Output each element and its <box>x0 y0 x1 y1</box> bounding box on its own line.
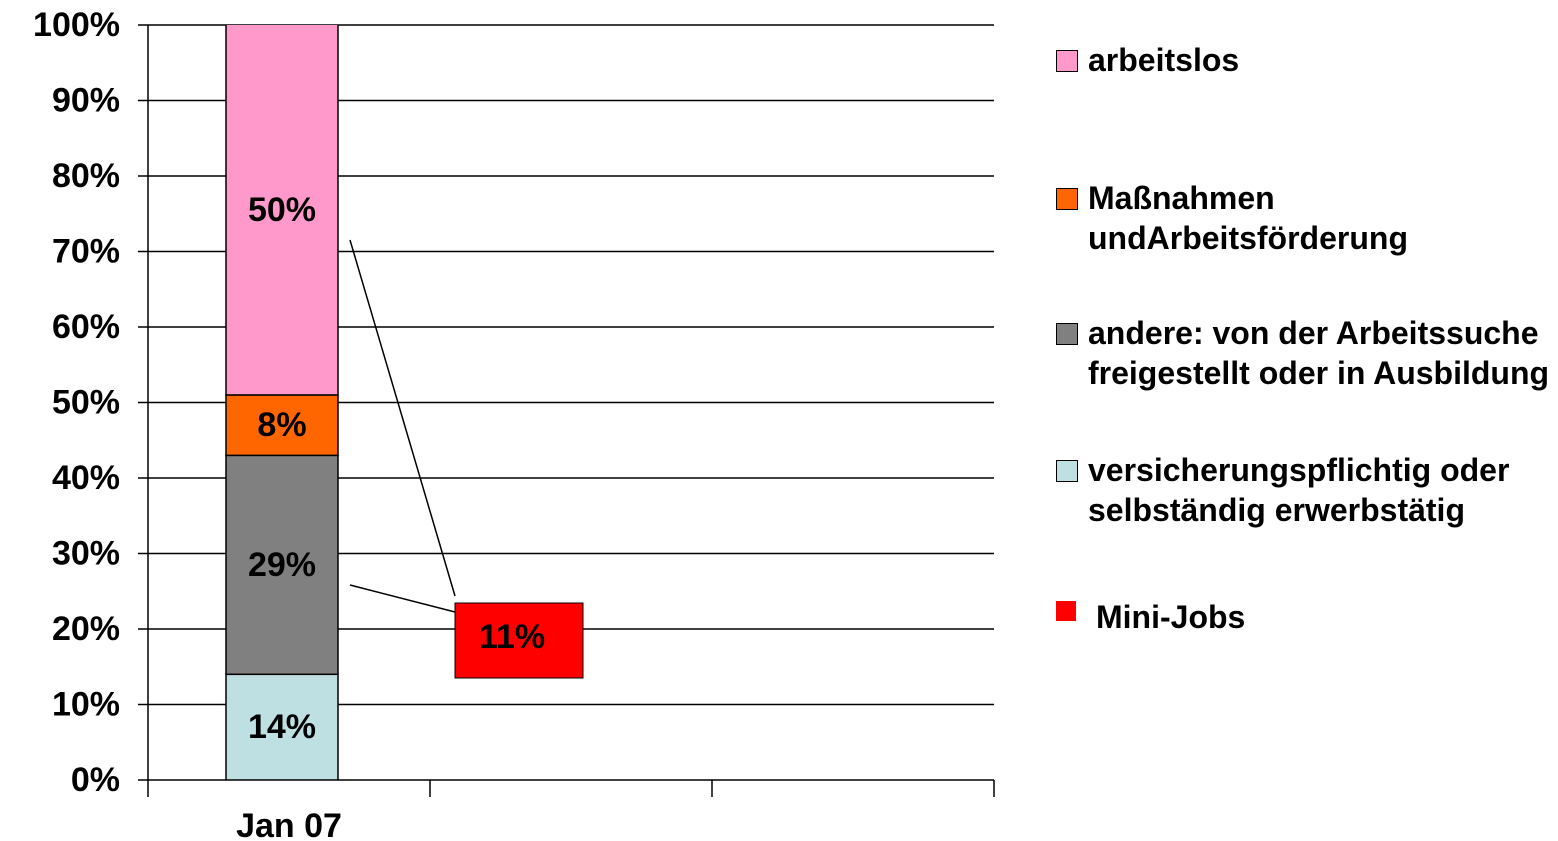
y-tick-label: 60% <box>52 308 120 346</box>
legend-item: andere: von der Arbeitssuche freigestell… <box>1056 313 1558 393</box>
y-tick-label: 90% <box>52 81 120 119</box>
data-label: 50% <box>248 191 316 229</box>
bar-segment <box>225 673 339 780</box>
callout-line <box>349 584 456 613</box>
legend-swatch <box>1056 50 1078 72</box>
y-tick-label: 80% <box>52 157 120 195</box>
data-label: 14% <box>248 708 316 746</box>
callout-label: 11% <box>479 618 545 656</box>
legend-label: andere: von der Arbeitssuche freigestell… <box>1088 315 1550 391</box>
bar-segment <box>225 25 339 396</box>
bars <box>225 25 339 780</box>
legend-swatch <box>1056 460 1078 482</box>
y-tick-label: 50% <box>52 383 120 421</box>
legend-item: versicherungspflichtig oder selbständig … <box>1056 450 1558 530</box>
legend-swatch <box>1056 188 1078 210</box>
y-tick-label: 70% <box>52 232 120 270</box>
legend-item: Mini-Jobs <box>1056 597 1558 637</box>
y-tick-label: 100% <box>33 6 120 44</box>
legend-swatch <box>1056 601 1076 621</box>
legend-item: arbeitslos <box>1056 40 1558 80</box>
y-tick-label: 10% <box>52 685 120 723</box>
callout-box <box>454 602 584 679</box>
bar-segment <box>225 394 339 457</box>
bar-segment <box>225 454 339 676</box>
y-tick-label: 0% <box>71 761 120 799</box>
data-label: 8% <box>257 406 306 444</box>
legend-swatch <box>1056 323 1078 345</box>
legend-item: Maßnahmen undArbeitsförderung <box>1056 178 1558 258</box>
legend-label: Maßnahmen undArbeitsförderung <box>1088 180 1408 256</box>
data-label: 29% <box>248 546 316 584</box>
callout-line <box>349 239 456 597</box>
legend-label: Mini-Jobs <box>1096 599 1246 635</box>
x-tick-label: Jan 07 <box>236 807 342 841</box>
y-tick-label: 30% <box>52 534 120 572</box>
legend-label: versicherungspflichtig oder selbständig … <box>1088 452 1510 528</box>
y-tick-label: 40% <box>52 459 120 497</box>
legend-label: arbeitslos <box>1088 42 1240 78</box>
y-tick-label: 20% <box>52 610 120 648</box>
